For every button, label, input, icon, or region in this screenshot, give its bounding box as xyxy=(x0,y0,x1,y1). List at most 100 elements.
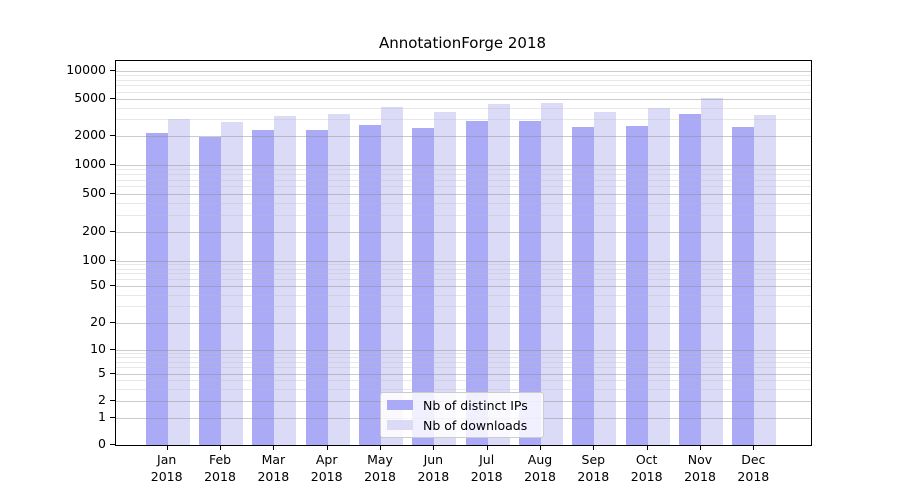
x-tick-year: 2018 xyxy=(684,469,716,484)
gridline-major xyxy=(116,260,811,262)
x-tick-month: May xyxy=(367,452,393,467)
bar-distinct-ips-nov xyxy=(679,113,701,445)
bar-downloads-jun xyxy=(434,112,457,445)
y-tick-label: 1000 xyxy=(74,155,106,171)
x-tick-label-may: May 2018 xyxy=(350,451,410,485)
legend: Nb of distinct IPs Nb of downloads xyxy=(380,392,544,438)
y-tick xyxy=(110,284,115,286)
gridline-major xyxy=(116,71,811,72)
x-tick xyxy=(486,445,488,450)
gridline-minor xyxy=(116,214,811,216)
x-tick xyxy=(540,445,541,450)
x-tick-year: 2018 xyxy=(310,469,343,484)
bar-downloads-oct xyxy=(647,108,670,445)
bar-distinct-ips-oct xyxy=(625,125,648,445)
bar-distinct-ips-jun xyxy=(412,128,435,445)
gridline-minor xyxy=(116,268,811,270)
gridline-minor xyxy=(116,357,811,359)
x-tick-label-sep: Sep 2018 xyxy=(563,451,623,485)
y-tick-label: 20 xyxy=(90,313,106,329)
x-tick-label-apr: Apr 2018 xyxy=(297,451,357,485)
y-tick-label: 200 xyxy=(82,222,106,238)
x-tick-month: Nov xyxy=(687,452,713,467)
x-tick xyxy=(646,445,648,450)
gridline-minor xyxy=(116,203,811,205)
y-tick-label: 5 xyxy=(98,364,106,380)
bar-downloads-mar xyxy=(274,115,297,445)
x-tick xyxy=(273,445,275,450)
gridline-major xyxy=(116,194,811,195)
gridline-minor xyxy=(116,353,811,355)
legend-label-distinct-ips: Nb of distinct IPs xyxy=(423,397,528,413)
y-tick-label: 2000 xyxy=(74,126,106,142)
y-tick-label: 100 xyxy=(82,251,106,267)
x-tick xyxy=(220,445,222,450)
legend-label-downloads: Nb of downloads xyxy=(423,417,528,433)
y-tick-label: 0 xyxy=(98,436,106,451)
gridline-major xyxy=(116,285,811,287)
bar-downloads-nov xyxy=(701,97,723,445)
gridline-minor xyxy=(116,361,811,363)
bar-distinct-ips-jul xyxy=(465,121,488,445)
legend-swatch-downloads xyxy=(387,420,413,430)
x-tick-year: 2018 xyxy=(257,469,290,484)
y-tick xyxy=(110,400,115,401)
bar-downloads-dec xyxy=(754,114,777,445)
x-tick xyxy=(433,445,435,450)
gridline-major xyxy=(116,99,811,100)
y-tick xyxy=(110,348,115,350)
bar-distinct-ips-mar xyxy=(252,129,275,445)
bar-distinct-ips-feb xyxy=(199,136,222,445)
bar-distinct-ips-aug xyxy=(519,121,541,445)
legend-item-distinct-ips: Nb of distinct IPs xyxy=(387,398,537,413)
gridline-major xyxy=(116,322,811,324)
bar-distinct-ips-jan xyxy=(145,132,168,445)
x-tick-year: 2018 xyxy=(577,469,610,484)
x-tick-year: 2018 xyxy=(524,469,556,484)
gridline-major xyxy=(116,373,811,375)
bar-downloads-aug xyxy=(541,102,563,445)
y-tick-label: 500 xyxy=(82,185,106,200)
gridline-minor xyxy=(116,168,811,170)
legend-swatch-distinct-ips xyxy=(387,400,413,410)
y-tick-label: 50 xyxy=(90,276,106,292)
bar-downloads-may xyxy=(381,106,404,445)
x-tick-month: Aug xyxy=(527,452,553,467)
bar-distinct-ips-dec xyxy=(732,127,755,445)
x-tick-year: 2018 xyxy=(150,469,183,484)
gridline-minor xyxy=(116,173,811,175)
gridline-minor xyxy=(116,91,811,93)
bar-downloads-apr xyxy=(327,113,350,445)
gridline-minor xyxy=(116,80,811,81)
x-tick xyxy=(700,445,701,450)
y-tick xyxy=(110,444,115,445)
gridline-minor xyxy=(116,273,811,275)
x-tick-month: Jul xyxy=(479,452,495,467)
bar-downloads-jan xyxy=(167,119,190,445)
gridline-minor xyxy=(116,278,811,280)
x-tick-label-dec: Dec 2018 xyxy=(723,451,783,485)
x-tick-month: Sep xyxy=(581,452,606,467)
bar-downloads-jul xyxy=(487,104,510,445)
gridline-major xyxy=(116,164,811,166)
bar-distinct-ips-may xyxy=(359,125,382,445)
y-tick xyxy=(110,193,115,194)
gridline-major xyxy=(116,349,811,351)
x-tick-month: Oct xyxy=(635,452,658,467)
x-tick-label-jun: Jun 2018 xyxy=(403,451,463,485)
gridline-minor xyxy=(116,119,811,121)
x-tick-label-jul: Jul 2018 xyxy=(457,451,517,485)
gridline-minor xyxy=(116,179,811,181)
bar-downloads-sep xyxy=(594,112,617,445)
x-tick-label-aug: Aug 2018 xyxy=(510,451,570,485)
gridline-minor xyxy=(116,107,811,109)
y-tick-label: 5000 xyxy=(74,90,106,105)
x-tick-month: Feb xyxy=(208,452,232,467)
x-tick xyxy=(166,445,168,450)
y-tick xyxy=(110,70,115,71)
y-tick xyxy=(110,134,115,136)
x-tick-year: 2018 xyxy=(630,469,663,484)
x-tick-label-mar: Mar 2018 xyxy=(243,451,303,485)
x-tick xyxy=(326,445,328,450)
